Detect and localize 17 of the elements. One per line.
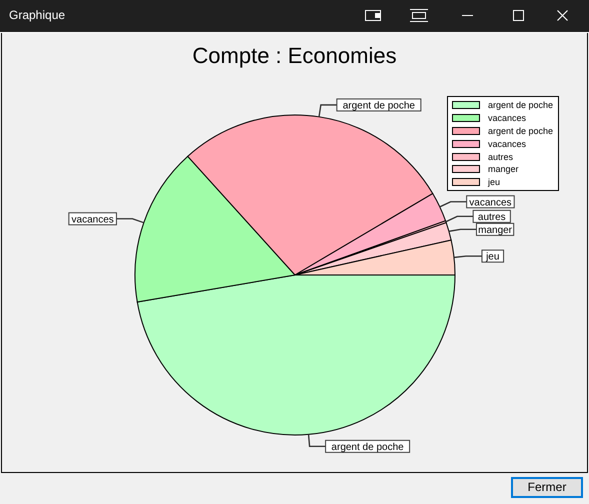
slice-label: manger	[478, 224, 513, 236]
slice-label: jeu	[485, 252, 500, 263]
slice-label: argent de poche	[331, 442, 404, 453]
legend-label: argent de poche	[488, 126, 554, 136]
slice-label: vacances	[72, 214, 114, 226]
legend-label: vacances	[488, 138, 526, 149]
slice-label: autres	[478, 212, 506, 223]
chart-title: Compte : Economies	[191, 43, 398, 69]
slice-label: vacances	[469, 197, 512, 208]
slice-label: argent de poche	[342, 100, 416, 112]
legend-label: vacances	[488, 113, 526, 124]
button: Fermer	[511, 477, 583, 498]
text: Graphique	[9, 8, 66, 22]
legend-label: argent de poche	[488, 100, 554, 110]
legend-label: jeu	[488, 177, 500, 188]
legend-label: manger	[488, 164, 519, 174]
legend-label: autres	[488, 152, 514, 162]
